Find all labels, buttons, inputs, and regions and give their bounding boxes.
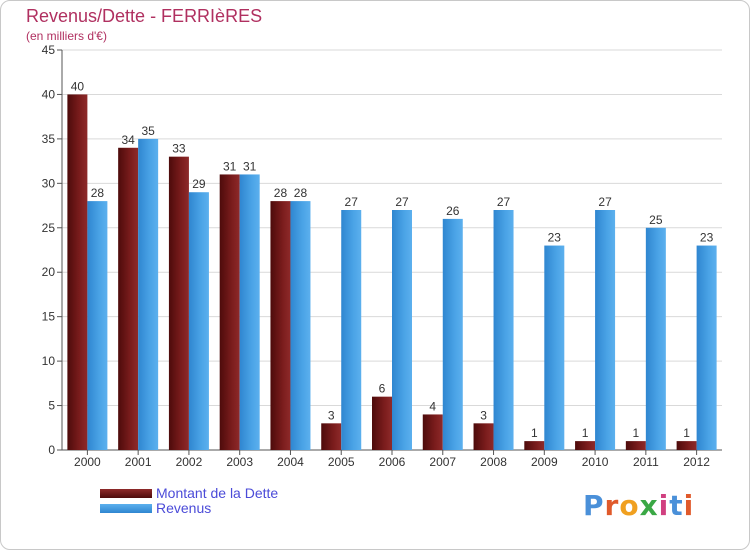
data-label-debt: 1 [633, 426, 640, 440]
bar-revenue [493, 210, 514, 450]
data-label-debt: 31 [223, 159, 237, 173]
bar-debt [168, 156, 189, 450]
x-tick-label: 2005 [328, 455, 355, 469]
y-tick-label: 15 [42, 310, 56, 324]
data-label-debt: 40 [71, 79, 85, 93]
bar-revenue [544, 245, 565, 450]
legend-swatch-revenue [100, 504, 152, 513]
logo-letter: o [619, 489, 640, 522]
bar-revenue [341, 210, 362, 450]
data-label-revenue: 28 [294, 186, 308, 200]
bar-debt [219, 174, 240, 450]
legend-swatch-debt [100, 489, 152, 498]
data-label-revenue: 29 [192, 177, 206, 191]
bar-debt [118, 147, 139, 450]
y-tick-label: 0 [48, 443, 55, 457]
y-tick-label: 45 [42, 43, 56, 57]
x-tick-label: 2004 [277, 455, 304, 469]
logo-letter: r [604, 489, 620, 522]
data-label-revenue: 27 [345, 195, 359, 209]
logo-letter: i [658, 489, 670, 522]
logo-letter: t [669, 489, 684, 522]
data-label-debt: 4 [429, 399, 436, 413]
data-label-revenue: 27 [598, 195, 612, 209]
bar-debt [625, 441, 646, 450]
bar-debt [676, 441, 697, 450]
bar-debt [524, 441, 545, 450]
data-label-revenue: 31 [243, 159, 257, 173]
data-label-debt: 1 [582, 426, 589, 440]
x-tick-label: 2011 [633, 455, 659, 469]
bar-debt [270, 201, 291, 450]
bar-debt [422, 414, 443, 450]
bar-revenue [138, 138, 159, 450]
legend-label-debt: Montant de la Dette [156, 485, 279, 501]
legend-label-revenue: Revenus [156, 500, 212, 516]
y-tick-label: 30 [42, 176, 56, 190]
logo-letter: x [639, 489, 659, 522]
bar-revenue [239, 174, 260, 450]
data-label-debt: 3 [328, 408, 335, 422]
data-label-debt: 1 [683, 426, 690, 440]
data-label-debt: 33 [172, 142, 186, 156]
bar-debt [67, 94, 88, 450]
data-label-revenue: 35 [141, 124, 155, 138]
chart-subtitle: (en milliers d'€) [26, 29, 107, 43]
x-tick-label: 2012 [683, 455, 710, 469]
data-label-revenue: 28 [91, 186, 105, 200]
data-label-revenue: 23 [548, 231, 562, 245]
x-tick-label: 2009 [531, 455, 558, 469]
bar-debt [321, 423, 342, 450]
bars [67, 94, 717, 450]
data-label-revenue: 27 [395, 195, 409, 209]
data-label-debt: 3 [480, 408, 487, 422]
data-label-debt: 1 [531, 426, 538, 440]
logo-letter: P [583, 489, 605, 522]
y-tick-label: 35 [42, 132, 56, 146]
y-tick-label: 5 [48, 399, 55, 413]
x-tick-label: 2007 [429, 455, 456, 469]
bar-revenue [87, 201, 108, 450]
bar-revenue [392, 210, 412, 450]
axes: 0 5 10 15 20 25 30 35 40 45 2000 2001 2002 2003 2004 20… [42, 43, 722, 469]
labels: 40 28 34 35 33 29 31 31 28 28 3 27 6 27 4 26 3 27 1 23 1 27 1 2… [71, 79, 714, 440]
data-label-debt: 34 [121, 133, 135, 147]
bar-revenue [696, 245, 717, 450]
bar-debt [575, 441, 596, 450]
x-tick-label: 2008 [480, 455, 507, 469]
y-tick-label: 40 [42, 87, 56, 101]
x-tick-label: 2006 [379, 455, 406, 469]
x-tick-label: 2003 [226, 455, 253, 469]
bar-debt [372, 396, 392, 450]
data-label-revenue: 25 [649, 213, 663, 227]
logo-letter: i [683, 489, 695, 522]
chart-title: Revenus/Dette - FERRIèRES [26, 6, 263, 26]
data-label-revenue: 26 [446, 204, 460, 218]
y-tick-label: 25 [42, 221, 56, 235]
x-tick-label: 2001 [125, 455, 152, 469]
bar-revenue [442, 218, 463, 450]
x-tick-label: 2010 [582, 455, 609, 469]
proxiti-logo: Proxiti [583, 489, 694, 522]
bar-revenue [188, 192, 209, 450]
y-tick-label: 20 [42, 265, 56, 279]
y-tick-label: 10 [42, 354, 56, 368]
data-label-debt: 6 [379, 382, 386, 396]
x-tick-label: 2000 [74, 455, 101, 469]
x-tick-label: 2002 [176, 455, 203, 469]
data-label-revenue: 23 [700, 231, 714, 245]
data-label-debt: 28 [274, 186, 288, 200]
data-label-revenue: 27 [497, 195, 511, 209]
bar-revenue [645, 227, 666, 450]
bar-revenue [290, 201, 311, 450]
bar-revenue [595, 210, 616, 450]
bar-debt [473, 423, 494, 450]
